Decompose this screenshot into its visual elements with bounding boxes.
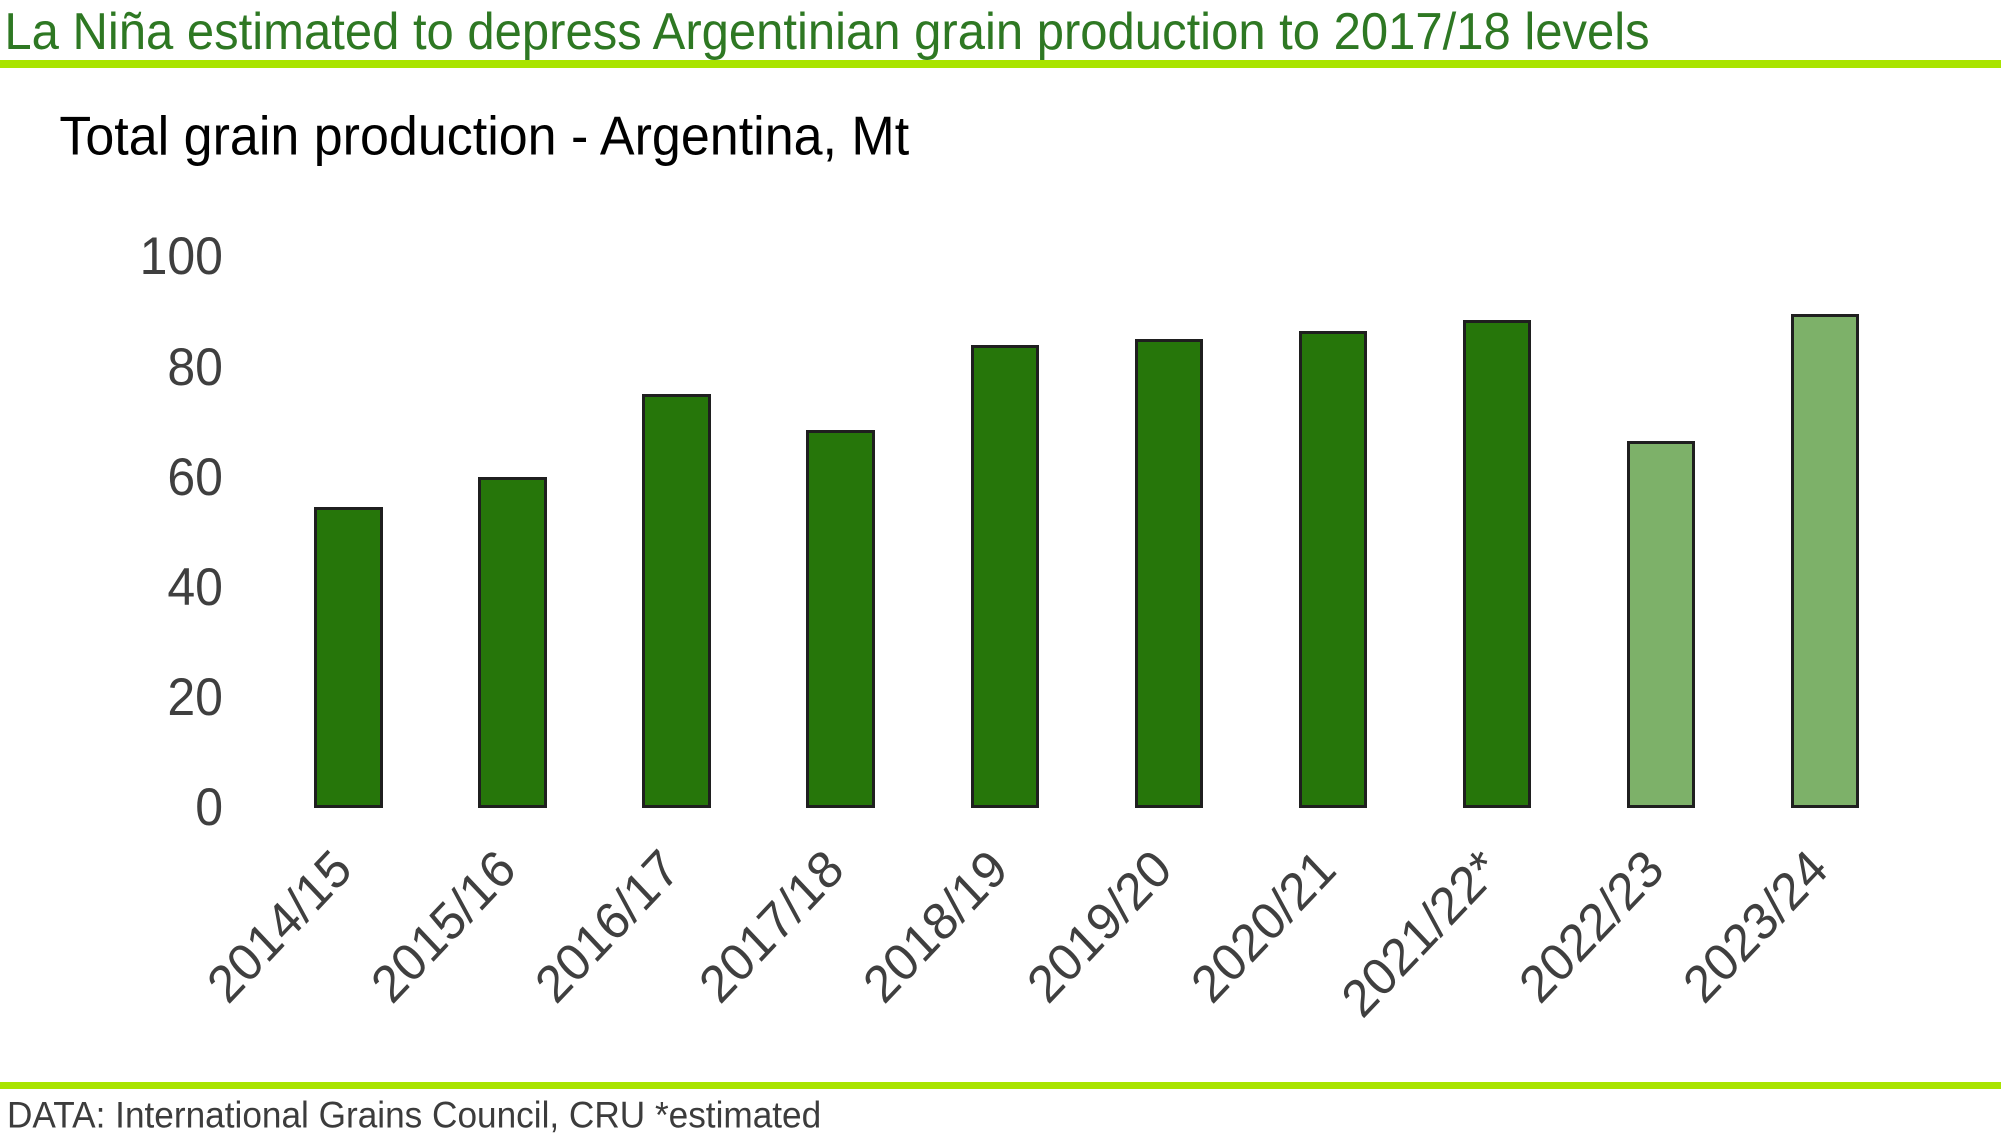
y-tick-label: 60 [167,447,223,507]
page-title: La Niña estimated to depress Argentinian… [4,3,1650,61]
data-source-note: DATA: International Grains Council, CRU … [7,1094,822,1137]
bar-2016-17 [642,394,711,809]
bar-2015-16 [478,476,547,809]
x-tick-label: 2023/24 [1673,838,1839,1014]
bar-2022-23 [1626,441,1696,809]
bar-2019-20 [1134,339,1204,809]
x-tick-label: 2019/20 [1017,838,1183,1014]
y-tick-label: 40 [167,557,223,617]
x-tick-label: 2018/19 [853,838,1019,1014]
bar-2020-21 [1298,330,1368,809]
bar-2021-22 [1462,319,1532,809]
bar-2018-19 [970,344,1039,809]
y-tick-label: 20 [167,667,223,727]
x-tick-label: 2014/15 [196,838,363,1014]
y-tick-label: 80 [167,337,223,397]
bottom-accent-rule [0,1082,2001,1089]
chart-title: Total grain production - Argentina, Mt [59,105,910,168]
bar-2023-24 [1790,314,1860,809]
x-tick-label: 2016/17 [524,838,691,1014]
x-tick-label: 2015/16 [360,838,527,1014]
bar-2017-18 [806,430,875,809]
bar-2014-15 [314,507,383,809]
x-tick-label: 2022/23 [1509,838,1675,1014]
top-accent-rule [0,60,2001,68]
x-tick-label: 2017/18 [688,838,855,1014]
y-tick-label: 0 [195,777,223,837]
y-tick-label: 100 [139,226,223,286]
x-tick-label: 2020/21 [1181,838,1347,1014]
x-tick-label: 2021/22* [1331,838,1511,1028]
